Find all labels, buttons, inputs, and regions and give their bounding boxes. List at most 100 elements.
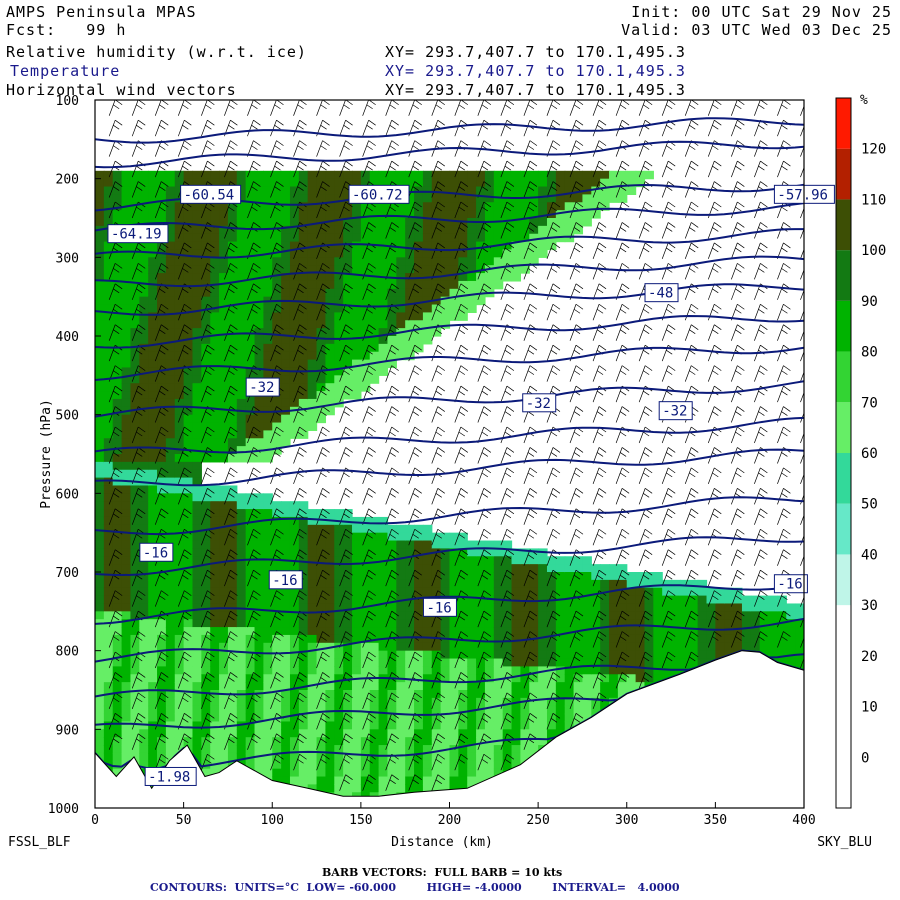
wind-barb <box>477 467 492 485</box>
rh-cell <box>573 218 584 227</box>
rh-cell <box>369 745 380 754</box>
rh-cell <box>334 540 344 549</box>
rh-cell <box>688 658 699 667</box>
rh-cell <box>219 375 229 384</box>
rh-cell <box>157 210 167 219</box>
rh-cell <box>130 265 140 274</box>
rh-cell <box>334 194 344 203</box>
rh-cell <box>192 556 202 565</box>
rh-cell <box>289 532 300 542</box>
rh-cell <box>405 304 415 313</box>
rh-cell <box>422 548 433 557</box>
rh-cell <box>130 359 140 369</box>
rh-cell <box>316 619 327 628</box>
rh-cell <box>502 564 513 573</box>
rh-cell <box>493 721 504 730</box>
rh-cell <box>635 642 646 652</box>
rh-cell <box>201 509 211 518</box>
rh-cell <box>130 454 140 463</box>
rh-cell <box>378 336 389 345</box>
rh-cell <box>272 186 282 195</box>
rh-cell <box>431 288 442 298</box>
rh-cell <box>307 768 318 778</box>
rh-cell <box>396 320 406 329</box>
rh-cell <box>263 438 273 447</box>
rh-cell <box>210 170 220 180</box>
rh-cell <box>103 398 114 408</box>
rh-cell <box>662 595 672 605</box>
rh-cell <box>573 603 584 612</box>
rh-cell <box>245 273 256 282</box>
rh-cell <box>254 194 264 203</box>
rh-cell <box>112 288 123 298</box>
rh-cell <box>538 186 548 195</box>
rh-cell <box>396 705 406 715</box>
rh-cell <box>458 745 468 754</box>
rh-cell <box>298 202 309 211</box>
rh-cell <box>183 367 194 376</box>
rh-cell <box>405 524 415 534</box>
wind-barb <box>293 283 307 300</box>
rh-cell <box>591 627 601 636</box>
rh-cell <box>103 320 114 329</box>
rh-cell <box>112 446 123 455</box>
rh-cell <box>484 579 495 589</box>
rh-cell <box>662 658 672 667</box>
rh-cell <box>688 627 699 636</box>
rh-cell <box>174 265 185 274</box>
rh-cell <box>263 320 273 329</box>
rh-cell <box>210 658 220 667</box>
wind-barb <box>177 467 192 485</box>
rh-cell <box>591 202 601 211</box>
rh-cell <box>192 375 202 384</box>
rh-cell <box>298 210 309 219</box>
rh-cell <box>112 398 123 408</box>
wind-barb <box>454 385 469 403</box>
wind-barb <box>408 181 422 198</box>
rh-cell <box>502 713 513 723</box>
rh-cell <box>219 391 229 400</box>
rh-cell <box>316 705 327 715</box>
rh-cell <box>121 713 132 723</box>
rh-cell <box>520 611 530 620</box>
wind-barb <box>500 119 515 137</box>
rh-cell <box>183 493 194 502</box>
rh-cell <box>219 532 229 542</box>
rh-cell <box>103 627 114 636</box>
rh-cell <box>334 595 344 605</box>
rh-cell <box>272 273 282 282</box>
rh-cell <box>139 414 149 424</box>
rh-cell <box>546 202 557 211</box>
rh-cell <box>396 697 406 707</box>
rh-cell <box>546 682 557 691</box>
rh-cell <box>493 611 504 620</box>
rh-cell <box>387 611 397 620</box>
rh-cell <box>529 674 539 683</box>
rh-cell <box>405 713 415 723</box>
rh-cell <box>148 218 158 227</box>
rh-cell <box>414 682 424 691</box>
rh-cell <box>121 320 132 329</box>
rh-cell <box>281 430 291 439</box>
rh-cell <box>538 705 548 715</box>
rh-cell <box>130 304 140 313</box>
rh-cell <box>662 611 672 620</box>
rh-cell <box>591 642 601 652</box>
rh-cell <box>254 186 264 195</box>
field2-label: Temperature <box>10 62 121 80</box>
rh-cell <box>201 485 211 494</box>
rh-cell <box>157 477 167 487</box>
rh-cell <box>733 642 743 652</box>
rh-cell <box>352 572 362 581</box>
rh-cell <box>227 454 238 463</box>
rh-cell <box>458 603 468 612</box>
wind-barb <box>431 692 445 710</box>
rh-cell <box>467 760 477 770</box>
rh-cell <box>405 579 415 589</box>
rh-cell <box>130 446 140 455</box>
rh-cell <box>414 768 424 778</box>
rh-cell <box>352 768 362 778</box>
rh-cell <box>671 603 681 612</box>
rh-cell <box>458 202 468 211</box>
rh-cell <box>476 186 486 195</box>
